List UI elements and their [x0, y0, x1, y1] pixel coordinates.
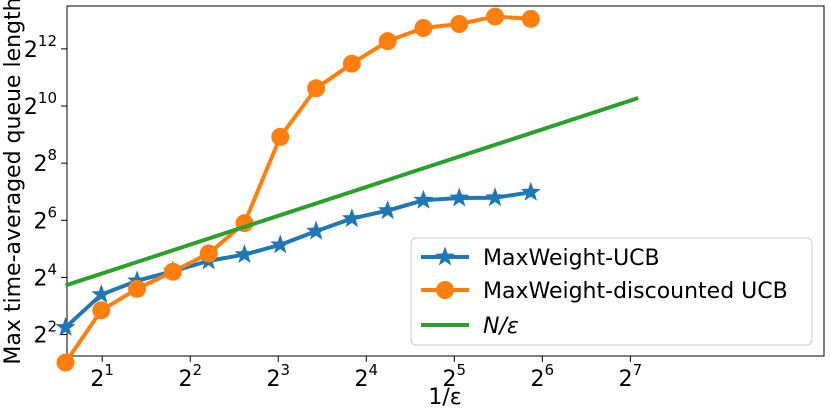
x-tick-label-exponent: 1 — [104, 361, 114, 379]
data-point-star — [55, 316, 76, 336]
y-tick-label-base: 2 — [33, 209, 47, 234]
y-tick-label: 28 — [33, 146, 57, 177]
series-line-reference — [64, 96, 639, 288]
x-tick-label-exponent: 3 — [280, 361, 290, 379]
x-tick-label: 23 — [266, 361, 290, 392]
x-tick-label-exponent: 7 — [633, 361, 643, 379]
x-tick-label-exponent: 4 — [369, 361, 379, 379]
series-reference — [64, 96, 639, 288]
y-tick-label-exponent: 12 — [38, 32, 57, 50]
x-tick-label: 26 — [531, 361, 555, 392]
data-point-circle — [521, 9, 540, 28]
legend-entry: N/ε — [421, 314, 519, 339]
x-tick-label-base: 2 — [619, 367, 633, 392]
y-tick-label-exponent: 4 — [47, 260, 57, 278]
data-point-circle — [271, 127, 290, 146]
data-point-circle — [92, 301, 111, 320]
series-layer — [55, 7, 639, 372]
legend-entry: MaxWeight-UCB — [421, 246, 660, 271]
data-point-star — [91, 284, 112, 304]
y-tick-label: 24 — [33, 260, 57, 291]
data-point-circle — [450, 15, 469, 33]
x-tick-label-base: 2 — [355, 367, 369, 392]
x-axis-label: 1/ε — [428, 385, 461, 410]
data-point-star — [234, 244, 255, 264]
data-point-circle — [342, 54, 361, 73]
legend-marker-star — [435, 246, 455, 266]
data-point-star — [377, 200, 398, 220]
data-point-star — [341, 208, 362, 228]
y-tick-label: 210 — [24, 89, 57, 120]
y-axis-label: Max time-averaged queue length — [1, 0, 26, 365]
x-tick-label: 24 — [355, 361, 379, 392]
data-point-circle — [56, 353, 75, 372]
legend-entry: MaxWeight-discounted UCB — [421, 279, 788, 304]
y-tick-label-base: 2 — [24, 38, 38, 63]
data-point-star — [485, 187, 506, 207]
y-tick-label: 212 — [24, 32, 57, 63]
y-tick-label-exponent: 10 — [38, 89, 57, 107]
y-tick-label-exponent: 2 — [47, 318, 57, 336]
data-point-star — [127, 270, 148, 290]
x-tick-label-base: 2 — [90, 367, 104, 392]
y-tick-label-exponent: 8 — [47, 146, 57, 164]
series-maxweight-discounted-ucb — [56, 7, 540, 372]
x-tick-label: 21 — [90, 361, 114, 392]
x-tick-label-exponent: 6 — [545, 361, 555, 379]
data-point-star — [413, 189, 434, 209]
legend-label: MaxWeight-UCB — [483, 246, 660, 271]
y-tick-label-base: 2 — [33, 266, 47, 291]
data-point-circle — [199, 244, 218, 263]
y-tick-label: 26 — [33, 203, 57, 234]
x-tick-label-base: 2 — [266, 367, 280, 392]
y-tick-label: 22 — [33, 318, 57, 349]
y-tick-label-base: 2 — [24, 95, 38, 120]
legend: MaxWeight-UCB MaxWeight-discounted UCB N/ε — [410, 237, 813, 346]
legend-label: MaxWeight-discounted UCB — [483, 279, 788, 304]
x-tick-label-exponent: 2 — [192, 361, 202, 379]
y-tick-label-base: 2 — [33, 152, 47, 177]
legend-label: N/ε — [483, 314, 519, 339]
data-point-star — [520, 181, 541, 201]
y-tick-label-exponent: 6 — [47, 203, 57, 221]
data-point-circle — [163, 262, 182, 281]
data-point-circle — [307, 79, 326, 98]
x-tick-label-base: 2 — [178, 367, 192, 392]
x-tick-label: 25 — [443, 361, 467, 392]
x-axis: 21 22 23 24 25 26 27 — [90, 356, 642, 392]
legend-marker-circle — [436, 281, 454, 299]
x-tick-label-base: 2 — [531, 367, 545, 392]
x-tick-label: 22 — [178, 361, 202, 392]
x-tick-label: 27 — [619, 361, 643, 392]
legend-items: MaxWeight-UCB MaxWeight-discounted UCB N/ε — [421, 246, 788, 339]
x-tick-label-base: 2 — [443, 367, 457, 392]
legend-frame — [410, 237, 813, 346]
data-point-star — [270, 234, 291, 254]
x-tick-label-exponent: 5 — [457, 361, 467, 379]
data-point-star — [306, 220, 327, 240]
data-point-circle — [378, 32, 397, 51]
y-tick-label-base: 2 — [33, 324, 47, 349]
data-point-circle — [414, 19, 433, 37]
data-point-circle — [128, 279, 147, 298]
data-point-star — [449, 187, 470, 207]
data-point-circle — [486, 7, 505, 26]
